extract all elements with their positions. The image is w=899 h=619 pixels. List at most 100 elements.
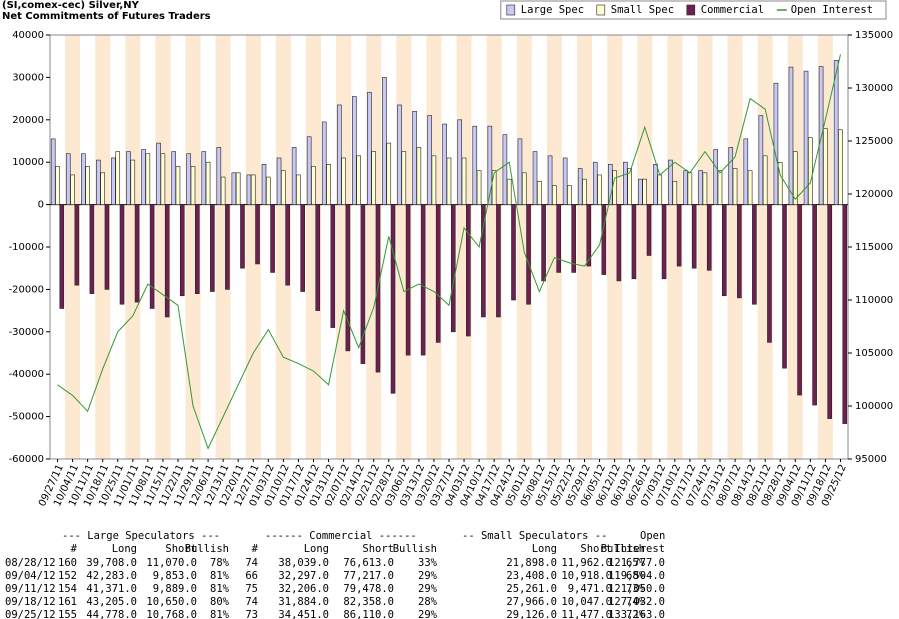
bar bbox=[59, 204, 65, 309]
bar bbox=[291, 147, 297, 205]
bar bbox=[356, 155, 361, 205]
band-shade bbox=[667, 35, 683, 459]
bar bbox=[130, 159, 136, 205]
table-date: 09/25/12 bbox=[5, 609, 56, 619]
y-tick-label: 40000 bbox=[12, 30, 44, 41]
bar bbox=[728, 147, 734, 205]
table-date: 09/11/12 bbox=[5, 583, 56, 595]
bar bbox=[631, 204, 637, 280]
y2-tick-label: 130000 bbox=[855, 83, 893, 94]
table-cell: 29,126.0 bbox=[506, 609, 557, 619]
table-cell: 10,768.0 bbox=[146, 609, 197, 619]
bar bbox=[70, 174, 75, 205]
bar bbox=[706, 204, 712, 271]
table-cell: 9,889.0 bbox=[153, 583, 197, 595]
bar bbox=[823, 128, 828, 205]
y2-tick-label: 135000 bbox=[855, 30, 893, 41]
table-column-header: Bullish bbox=[185, 543, 229, 555]
table-cell: 34,451.0 bbox=[278, 609, 329, 619]
table-cell: 160 bbox=[58, 557, 77, 569]
bar bbox=[547, 155, 553, 205]
bar bbox=[511, 204, 516, 301]
bar bbox=[171, 151, 176, 205]
bar bbox=[85, 166, 90, 205]
bar bbox=[586, 204, 592, 267]
bar bbox=[842, 204, 848, 424]
table-cell: 32,206.0 bbox=[278, 583, 329, 595]
table-cell: 86,110.0 bbox=[343, 609, 394, 619]
bar bbox=[210, 204, 215, 292]
bar bbox=[797, 204, 802, 396]
table-cell: 78% bbox=[210, 557, 230, 569]
table-cell: 41,371.0 bbox=[86, 583, 137, 595]
bar bbox=[526, 204, 531, 305]
bar bbox=[782, 204, 787, 369]
bar bbox=[461, 157, 467, 205]
table-cell: 77,217.0 bbox=[343, 570, 394, 582]
band-shade bbox=[125, 35, 141, 459]
bar bbox=[808, 137, 813, 205]
bar bbox=[476, 170, 482, 205]
band-shade bbox=[637, 35, 653, 459]
bar bbox=[296, 174, 301, 205]
table-cell: 161 bbox=[58, 596, 77, 608]
y2-tick-label: 95000 bbox=[855, 454, 887, 465]
table-group-header: ------ Commercial ------ bbox=[265, 530, 417, 542]
table-cell: 27,966.0 bbox=[506, 596, 557, 608]
bar bbox=[582, 178, 587, 205]
bar bbox=[190, 166, 196, 205]
table-cell: 121,777.0 bbox=[608, 557, 665, 569]
bar bbox=[562, 157, 568, 205]
table-column-header: Long bbox=[304, 543, 329, 555]
table-cell: 11,962.0 bbox=[561, 557, 612, 569]
table-group-header: Open bbox=[640, 530, 665, 542]
table-cell: 29% bbox=[418, 570, 438, 582]
bar bbox=[336, 104, 342, 205]
bar bbox=[457, 119, 463, 205]
bar bbox=[141, 149, 146, 205]
legend-label: Open Interest bbox=[791, 4, 873, 16]
bar bbox=[713, 149, 718, 205]
bar bbox=[737, 204, 742, 299]
table-cell: 38,039.0 bbox=[278, 557, 329, 569]
table-group-header: -- Small Speculators -- bbox=[462, 530, 607, 542]
y-tick-label: 20000 bbox=[12, 115, 44, 126]
table-cell: 29% bbox=[418, 583, 438, 595]
chart-subtitle: Net Commitments of Futures Traders bbox=[2, 11, 211, 22]
table-group-header: --- Large Speculators --- bbox=[62, 530, 220, 542]
y-tick-label: -10000 bbox=[9, 242, 44, 253]
table-cell: 9,471.0 bbox=[568, 583, 612, 595]
bar bbox=[306, 136, 312, 205]
bar bbox=[556, 204, 561, 273]
bar bbox=[231, 172, 237, 205]
bar bbox=[472, 125, 478, 205]
bar bbox=[487, 125, 493, 205]
legend-swatch bbox=[686, 4, 696, 16]
bar bbox=[616, 204, 622, 282]
band-shade bbox=[697, 35, 713, 459]
bar bbox=[653, 164, 658, 205]
bar bbox=[412, 111, 417, 205]
bar bbox=[803, 70, 809, 205]
bar bbox=[676, 204, 682, 267]
table-column-header: Long bbox=[532, 543, 557, 555]
table-cell: 28% bbox=[418, 596, 438, 608]
bar bbox=[762, 155, 768, 205]
table-cell: 133,163.0 bbox=[608, 609, 665, 619]
bar bbox=[466, 204, 471, 337]
bar bbox=[683, 170, 688, 205]
bar bbox=[623, 161, 628, 205]
bar bbox=[416, 147, 422, 205]
y-tick-label: -20000 bbox=[9, 284, 44, 295]
band-shade bbox=[65, 35, 81, 459]
legend-label: Commercial bbox=[701, 4, 764, 16]
table-cell: 11,070.0 bbox=[146, 557, 197, 569]
bar bbox=[521, 172, 527, 205]
table-cell: 10,918.0 bbox=[561, 570, 612, 582]
bar bbox=[496, 204, 501, 318]
table-cell: 81% bbox=[210, 609, 230, 619]
line bbox=[57, 54, 841, 450]
bar bbox=[661, 204, 667, 280]
bar bbox=[597, 174, 602, 205]
